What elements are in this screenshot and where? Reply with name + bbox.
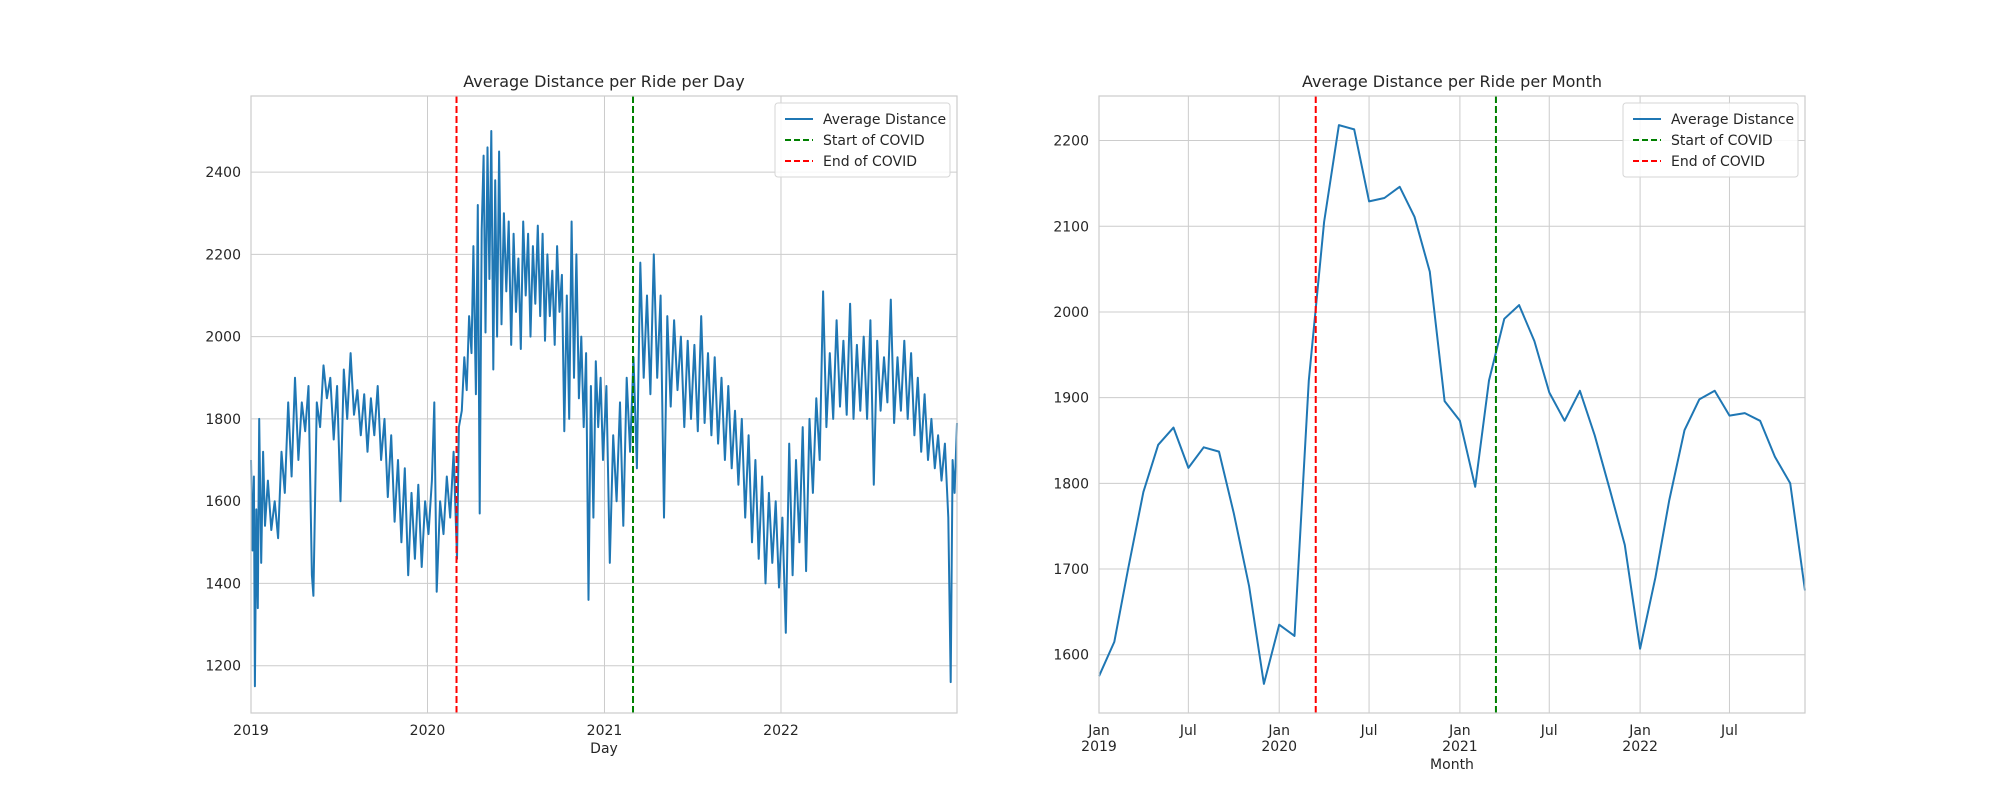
- y-tick-label: 1800: [205, 412, 241, 428]
- y-tick-label: 1200: [205, 659, 241, 675]
- x-tick-label: Jan: [1448, 723, 1471, 739]
- plot-area: [1099, 96, 1805, 713]
- x-tick-label: Jul: [1540, 723, 1558, 739]
- legend-label: End of COVID: [1671, 154, 1765, 170]
- x-tick-label: 2020: [1261, 739, 1297, 755]
- x-tick-label: 2019: [1081, 739, 1117, 755]
- series-line-average-distance: [1098, 124, 1806, 685]
- axes-frame: [250, 95, 958, 714]
- y-tick-label: 2400: [205, 165, 241, 181]
- x-tick-label: Jan: [1087, 723, 1110, 739]
- x-tick-label: 2021: [587, 723, 623, 739]
- x-tick-label: 2022: [1622, 739, 1658, 755]
- y-tick-label: 1600: [205, 494, 241, 510]
- x-tick-label: Jul: [1179, 723, 1197, 739]
- legend-box: [1622, 102, 1799, 178]
- x-tick-label: 2019: [233, 723, 269, 739]
- chart-title: Average Distance per Ride per Month: [1302, 72, 1602, 91]
- x-axis-label: Month: [1430, 757, 1474, 773]
- x-axis-label: Day: [590, 741, 618, 757]
- series-line-average-distance: [250, 130, 958, 688]
- y-tick-label: 1700: [1053, 562, 1089, 578]
- x-tick-label: Jul: [1720, 723, 1738, 739]
- legend-box: [774, 102, 951, 178]
- y-tick-label: 2200: [1053, 134, 1089, 150]
- legend-label: Average Distance: [823, 112, 946, 128]
- y-tick-label: 2000: [1053, 305, 1089, 321]
- legend-label: Start of COVID: [823, 133, 925, 149]
- x-tick-label: Jul: [1360, 723, 1378, 739]
- y-tick-label: 1600: [1053, 648, 1089, 664]
- x-tick-label: Jan: [1267, 723, 1290, 739]
- legend-label: End of COVID: [823, 154, 917, 170]
- y-tick-label: 1900: [1053, 391, 1089, 407]
- chart-title: Average Distance per Ride per Day: [463, 72, 744, 91]
- x-tick-label: 2022: [763, 723, 799, 739]
- legend-label: Start of COVID: [1671, 133, 1773, 149]
- x-tick-label: 2020: [410, 723, 446, 739]
- y-tick-label: 1800: [1053, 476, 1089, 492]
- axes-frame: [1098, 95, 1806, 714]
- x-tick-label: 2021: [1442, 739, 1478, 755]
- y-tick-label: 1400: [205, 576, 241, 592]
- y-tick-label: 2000: [205, 330, 241, 346]
- daily-chart: 2019 2020 2021 2022 1200 1400 1600 1800 2000 2200…: [205, 72, 958, 757]
- y-tick-label: 2100: [1053, 219, 1089, 235]
- y-tick-label: 2200: [205, 247, 241, 263]
- x-tick-label: Jan: [1628, 723, 1651, 739]
- legend-label: Average Distance: [1671, 112, 1794, 128]
